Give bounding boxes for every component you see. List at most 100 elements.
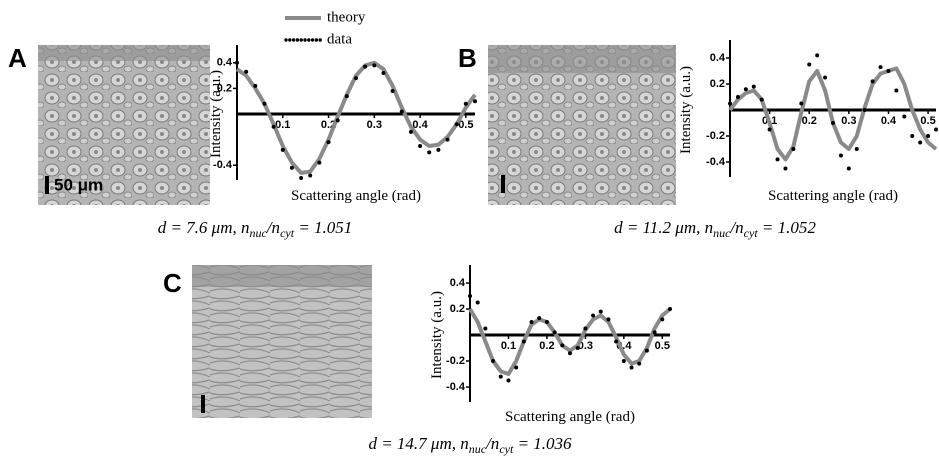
data-dot <box>390 88 395 93</box>
micrograph-c <box>192 265 372 418</box>
y-tick-label: 0.4 <box>217 57 233 69</box>
micrograph-a <box>38 45 210 205</box>
data-dot <box>870 79 875 84</box>
data-dot <box>606 317 611 322</box>
caption-part: cyt <box>744 226 759 240</box>
legend-swatch <box>318 38 322 42</box>
scale-bar-label: 50 μm <box>54 175 103 194</box>
x-tick-label: 0.3 <box>841 115 856 127</box>
caption-part: nuc <box>713 226 731 240</box>
data-dot <box>854 147 859 151</box>
data-dot <box>381 71 386 76</box>
caption-part: /n <box>485 434 499 453</box>
x-tick-label: 0.3 <box>367 119 382 131</box>
legend-label: data <box>327 31 352 47</box>
theory-line <box>728 66 938 162</box>
data-dot <box>886 69 891 73</box>
data-dot <box>537 316 542 321</box>
legend-swatch <box>295 38 300 42</box>
data-dot <box>253 83 258 88</box>
legend-swatch <box>284 38 288 42</box>
legend-swatch <box>299 38 303 42</box>
data-dot <box>483 326 488 331</box>
data-dot <box>614 339 619 344</box>
x-tick-label: 0.5 <box>920 115 935 127</box>
caption-part: nuc <box>250 226 268 240</box>
data-dot <box>280 147 285 152</box>
data-dot <box>934 127 938 132</box>
x-tick-label: 0.1 <box>275 119 290 131</box>
data-dot <box>514 365 519 370</box>
data-dot <box>475 300 480 305</box>
theory-line <box>468 307 672 376</box>
data-dot <box>317 160 322 165</box>
data-dot <box>498 374 503 379</box>
caption-part: d = 14.7 μm, n <box>368 434 468 453</box>
data-dot <box>751 84 756 89</box>
data-dot <box>326 140 331 145</box>
y-tick-label: -0.4 <box>446 381 466 393</box>
legend-swatch <box>307 38 311 42</box>
legend-label: theory <box>327 9 366 25</box>
x-axis-label: Scattering angle (rad) <box>768 188 898 204</box>
data-dot <box>637 361 642 366</box>
y-axis-label: Intensity (a.u.) <box>429 291 445 379</box>
caption-part: = 1.052 <box>758 218 817 237</box>
caption-part: cyt <box>499 442 514 456</box>
x-tick-label: 0.4 <box>412 119 428 131</box>
data-dot <box>408 129 413 134</box>
data-dot <box>468 294 472 298</box>
data-dot <box>575 346 580 350</box>
data-dot <box>862 108 867 112</box>
data-dot <box>271 124 276 129</box>
data-dot <box>308 173 313 178</box>
data-dot <box>743 87 748 92</box>
data-dot <box>568 351 572 356</box>
y-axis-label: Intensity (a.u.) <box>208 70 224 158</box>
legend-swatch <box>288 38 292 42</box>
caption-part: d = 7.6 μm, n <box>158 218 250 237</box>
y-axis-label: Intensity (a.u.) <box>678 66 694 154</box>
panel-letter: C <box>163 268 182 298</box>
data-dot <box>454 122 459 127</box>
caption: d = 7.6 μm, nnuc/ncyt = 1.051 <box>158 218 353 240</box>
data-dot <box>235 60 239 65</box>
data-dot <box>629 365 634 370</box>
data-dot <box>335 118 340 123</box>
data-dot <box>560 343 565 348</box>
x-axis-label: Scattering angle (rad) <box>291 188 421 204</box>
y-tick-label: 0.4 <box>710 52 726 64</box>
y-tick-label: -0.2 <box>706 130 725 142</box>
data-dot <box>652 330 657 335</box>
y-tick-label: 0.2 <box>217 82 232 94</box>
data-dot <box>728 101 732 106</box>
data-dot <box>783 166 788 171</box>
data-dot <box>506 378 511 383</box>
y-tick-label: -0.4 <box>213 159 233 171</box>
data-dot <box>354 76 358 81</box>
data-dot <box>926 134 931 138</box>
y-tick-label: 0.2 <box>450 303 465 315</box>
caption-part: = 1.036 <box>513 434 572 453</box>
legend-swatch <box>314 38 319 42</box>
data-dot <box>529 320 534 324</box>
data-dot <box>463 101 468 106</box>
data-dot <box>735 95 740 99</box>
panel-letter: A <box>8 43 27 73</box>
data-dot <box>491 359 496 363</box>
data-dot <box>583 326 588 331</box>
caption: d = 14.7 μm, nnuc/ncyt = 1.036 <box>368 434 572 456</box>
data-dot <box>473 99 477 104</box>
data-dot <box>767 127 772 132</box>
caption-part: /n <box>266 218 280 237</box>
data-dot <box>831 121 835 125</box>
data-dot <box>399 109 404 114</box>
data-dot <box>598 309 603 314</box>
data-dot <box>807 62 812 67</box>
data-dot <box>902 114 907 119</box>
x-tick-label: 0.1 <box>501 340 516 352</box>
data-dot <box>262 101 267 106</box>
x-tick-label: 0.5 <box>458 119 473 131</box>
data-dot <box>918 140 923 145</box>
